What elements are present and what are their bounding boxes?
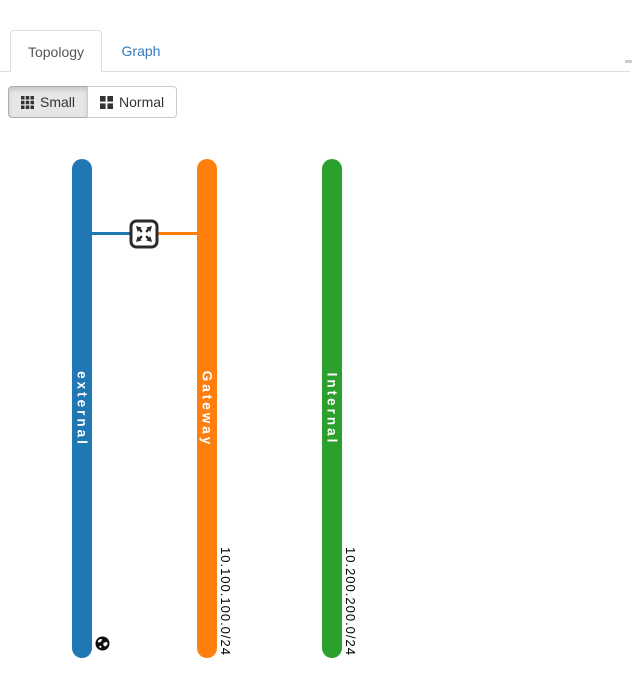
connection-line-router-gateway [154,232,197,235]
network-bar-internal[interactable]: Internal [322,159,342,658]
tab-bar: Topology Graph [0,30,630,72]
normal-size-label: Normal [119,94,165,110]
network-label-external: external [74,370,90,447]
normal-size-button[interactable]: Normal [87,86,178,118]
subnet-label-gateway: 10.100.100.0/24 [218,547,233,656]
tab-graph-label: Graph [121,42,161,59]
subnet-label-internal: 10.200.200.0/24 [343,547,358,656]
network-bar-gateway[interactable]: Gateway [197,159,217,658]
network-label-gateway: Gateway [199,370,215,447]
globe-icon [95,636,110,651]
grid-2x2-icon [100,95,114,109]
small-size-button[interactable]: Small [8,86,89,118]
connection-line-external-router [92,232,134,235]
network-label-internal: Internal [324,372,340,445]
size-toggle-group: Small Normal [8,86,178,118]
router-icon[interactable] [129,219,159,249]
grid-3x3-icon [21,95,34,109]
scrollbar-fragment [625,60,632,63]
small-size-label: Small [40,94,76,110]
tab-topology[interactable]: Topology [10,30,102,72]
topology-canvas: external Gateway Internal [0,130,632,673]
tab-graph[interactable]: Graph [110,30,172,71]
tab-topology-label: Topology [27,43,85,60]
network-bar-external[interactable]: external [72,159,92,658]
